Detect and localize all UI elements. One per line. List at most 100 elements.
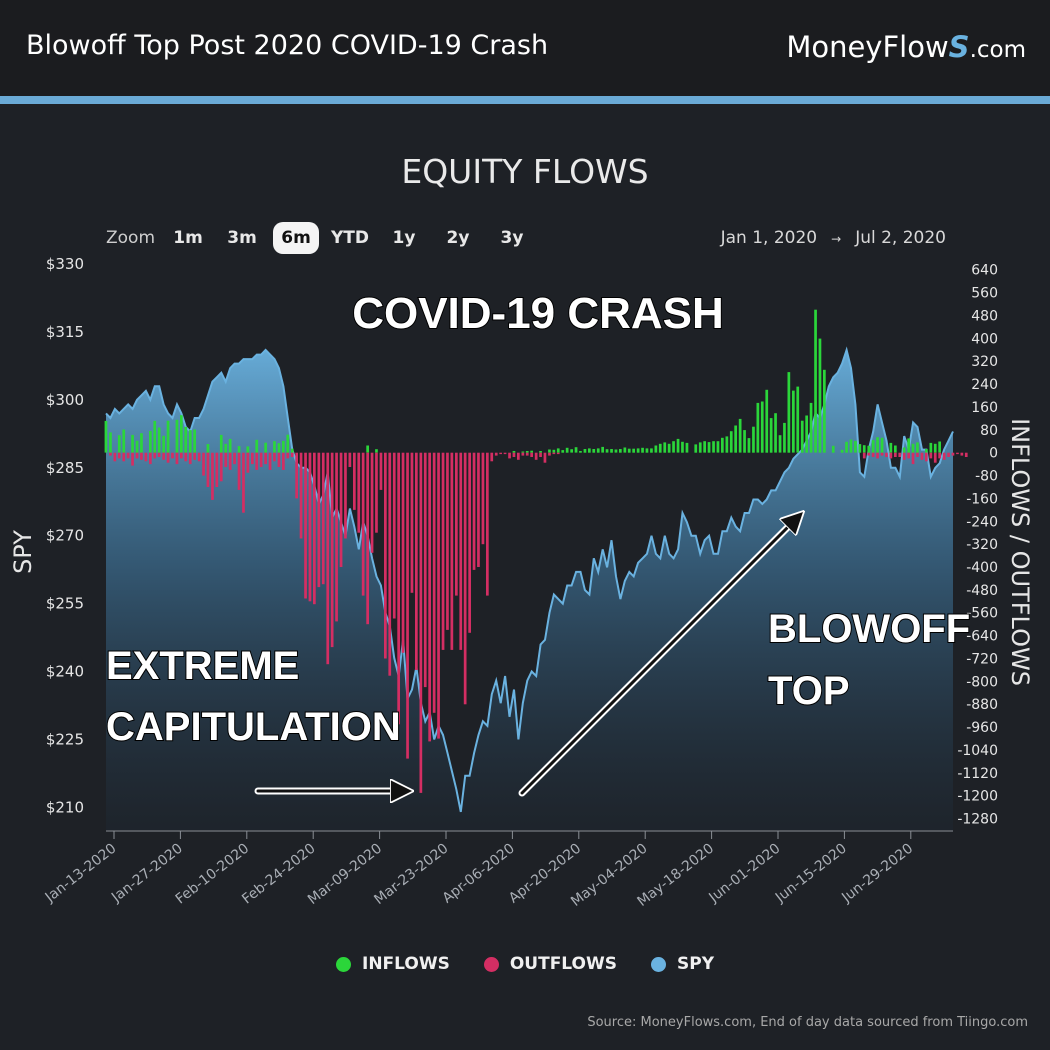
inflow-bar — [104, 420, 108, 453]
outflow-bar — [348, 452, 352, 467]
outflow-bar — [902, 452, 906, 460]
outflow-bar — [406, 452, 409, 759]
right-tick-label: -1200 — [957, 789, 998, 805]
outflow-bar — [534, 452, 538, 460]
left-tick-label: $330 — [46, 255, 84, 273]
inflow-bar — [814, 309, 817, 453]
inflow-bar — [823, 369, 826, 453]
outflow-bar — [233, 452, 236, 465]
inflow-bar — [765, 389, 769, 453]
inflow-bar — [277, 443, 281, 453]
outflow-bar — [428, 452, 431, 742]
outflow-bar — [512, 452, 516, 457]
inflow-bar — [140, 433, 143, 453]
inflow-bar — [663, 442, 667, 453]
right-tick-label: -720 — [966, 652, 998, 668]
inflow-bar — [570, 449, 573, 453]
range-to-input[interactable]: Jul 2, 2020 — [855, 228, 946, 248]
brand-logo[interactable]: MoneyFlowS.com — [786, 30, 1026, 64]
right-tick-label: -640 — [966, 629, 998, 645]
page-title: Blowoff Top Post 2020 COVID-19 Crash — [26, 30, 549, 61]
inflow-bar — [228, 438, 232, 453]
left-tick-label: $300 — [46, 391, 84, 409]
outflow-bar — [219, 452, 223, 482]
right-tick-label: -560 — [966, 606, 998, 622]
inflow-bar — [184, 426, 188, 453]
outflow-bar — [162, 452, 165, 460]
inflow-bar — [902, 447, 906, 453]
inflow-bar — [264, 442, 267, 453]
inflow-bar — [157, 427, 161, 453]
legend-spy[interactable]: SPY — [650, 954, 714, 974]
outflow-bar — [539, 452, 542, 457]
inflow-bar — [707, 442, 711, 453]
outflow-bar — [920, 452, 924, 460]
annotation-top: TOP — [768, 669, 850, 713]
outflow-bar — [206, 452, 210, 487]
legend-outflows-dot — [483, 956, 499, 972]
outflow-bar — [397, 452, 400, 725]
outflow-bar — [468, 452, 471, 633]
inflow-bar — [752, 426, 755, 453]
right-tick-label: 400 — [971, 331, 998, 347]
inflow-bar — [255, 439, 259, 453]
inflow-bar — [769, 418, 773, 453]
inflow-bar — [650, 448, 653, 453]
inflow-bar — [641, 447, 644, 453]
outflow-bar — [295, 452, 298, 499]
right-tick-label: 80 — [980, 423, 998, 439]
outflow-bar — [933, 452, 937, 463]
outflow-bar — [871, 452, 875, 457]
outflow-bar — [508, 452, 511, 459]
inflow-bar — [738, 418, 742, 453]
outflow-bar — [286, 452, 290, 459]
inflow-bar — [783, 422, 786, 453]
range-from-input[interactable]: Jan 1, 2020 — [720, 228, 818, 248]
inflow-bar — [800, 420, 804, 453]
inflow-bar — [610, 449, 613, 453]
outflow-bar — [184, 452, 188, 462]
header-divider — [0, 96, 1050, 104]
outflow-bar — [251, 452, 254, 465]
outflow-bar — [379, 452, 383, 490]
outflow-bar — [188, 452, 192, 465]
left-tick-label: $315 — [46, 323, 84, 341]
inflow-bar — [645, 448, 649, 453]
zoom-3m-button[interactable]: 3m — [227, 228, 257, 248]
inflow-bar — [792, 390, 795, 453]
right-tick-label: -80 — [975, 469, 998, 485]
zoom-ytd-button[interactable]: YTD — [331, 228, 370, 248]
zoom-2y-button[interactable]: 2y — [446, 228, 470, 248]
legend-outflows[interactable]: OUTFLOWS — [483, 954, 617, 974]
flow-bars-layer — [104, 309, 968, 793]
inflow-bar — [636, 448, 640, 453]
header-bar: Blowoff Top Post 2020 COVID-19 Crash Mon… — [0, 0, 1050, 96]
zoom-3y-button[interactable]: 3y — [500, 228, 524, 248]
outflow-bar — [339, 452, 343, 567]
legend-inflows[interactable]: INFLOWS — [336, 954, 450, 974]
inflow-bar — [521, 451, 525, 453]
inflow-bar — [849, 439, 853, 453]
zoom-1y-button[interactable]: 1y — [392, 228, 416, 248]
inflow-bar — [166, 420, 170, 453]
inflow-bar — [614, 449, 618, 453]
right-tick-label: -1280 — [957, 812, 998, 828]
inflow-bar — [862, 445, 866, 453]
outflow-bar — [370, 452, 374, 553]
right-axis-title: INFLOWS / OUTFLOWS — [1006, 418, 1034, 686]
left-tick-label: $210 — [46, 798, 84, 816]
inflow-bar — [246, 446, 250, 453]
inflow-bar — [916, 442, 919, 453]
zoom-label: Zoom — [106, 228, 156, 248]
legend-inflows-dot — [336, 956, 351, 972]
outflow-bar — [401, 452, 405, 653]
outflow-bar — [938, 452, 941, 459]
inflow-bar — [122, 429, 126, 453]
outflow-bar — [556, 452, 560, 455]
outflow-bar — [463, 452, 467, 705]
outflow-bar — [521, 452, 525, 456]
zoom-6m-button[interactable]: 6m — [273, 222, 320, 254]
outflow-bar — [326, 452, 330, 665]
left-tick-label: $255 — [46, 595, 84, 613]
zoom-1m-button[interactable]: 1m — [173, 228, 203, 248]
